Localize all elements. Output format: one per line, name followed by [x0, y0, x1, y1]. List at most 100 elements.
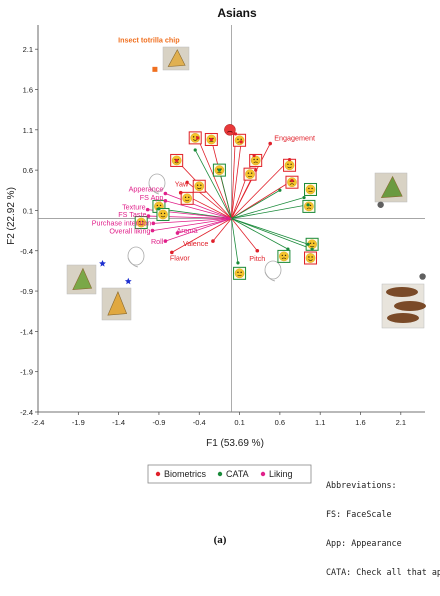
- legend-marker: [155, 471, 161, 477]
- liking-point: [146, 214, 151, 218]
- biometric-point: [239, 140, 243, 144]
- x-tick-label: 2.1: [396, 418, 406, 427]
- cata-vector: [231, 197, 305, 219]
- emoji-face: [245, 169, 255, 179]
- x-tick-label: 1.1: [315, 418, 325, 427]
- emoji-eye: [308, 256, 310, 258]
- emoji-face: [136, 217, 146, 228]
- y-tick-label: -2.4: [20, 408, 33, 417]
- emoji-eye: [284, 254, 287, 257]
- emoji-mouth: [253, 161, 258, 164]
- emoji-face: [287, 177, 297, 188]
- emoji-eye: [311, 256, 313, 258]
- liking-point: [163, 198, 168, 203]
- chip-shape: [394, 301, 426, 311]
- emoji-eye: [237, 271, 239, 274]
- emoji-mouth: [308, 259, 313, 261]
- y-tick-label: -1.9: [20, 368, 33, 377]
- head-jaw: [148, 184, 160, 195]
- head-jaw: [264, 271, 276, 282]
- emoji-eye: [159, 204, 162, 207]
- liking-vector: [152, 218, 232, 231]
- emoji-mouth: [193, 139, 198, 141]
- y-tick-label: -1.4: [20, 327, 33, 336]
- data-points: [99, 66, 426, 285]
- insect-chip-photo: [162, 46, 190, 71]
- liking-label: Overall liking: [109, 227, 150, 236]
- emoji-face-icon: [283, 158, 297, 172]
- biometric-vector: [171, 218, 232, 253]
- x-tick-label: -0.4: [193, 418, 206, 427]
- liking-point: [175, 231, 180, 235]
- emoji-face-icon: [249, 153, 263, 167]
- cata-point: [306, 203, 310, 207]
- biometric-vector: [231, 133, 236, 219]
- legend-label: Biometrics: [164, 469, 207, 479]
- liking-point: [150, 228, 155, 233]
- cata-point: [278, 188, 282, 192]
- emoji-mouth: [289, 183, 295, 185]
- head-pitch-icon: [264, 260, 282, 282]
- emoji-face-icon: [156, 207, 170, 221]
- emoji-eye: [192, 136, 195, 138]
- chip-shape: [107, 291, 128, 316]
- cata-point: [302, 195, 306, 200]
- axes-layer: -2.4 -1.9 -1.4 -0.9 -0.4 0.1 0.6 1.1 1.6 2.1 2.1 1.…: [20, 25, 425, 427]
- emoji-mouth: [287, 166, 292, 169]
- liking-vector: [177, 218, 232, 234]
- emoji-eye: [313, 242, 315, 244]
- emoji-eye: [237, 138, 239, 140]
- biometric-point: [252, 154, 256, 158]
- legend-label: Liking: [269, 469, 293, 479]
- liking-vector: [153, 218, 232, 224]
- legend: Biometrics CATA Liking: [147, 464, 312, 484]
- emoji-face-icon: [302, 199, 316, 213]
- liking-label: Roll: [151, 237, 164, 246]
- angry-emoji-icon: [224, 124, 236, 136]
- liking-label: Apperance: [129, 185, 164, 194]
- biometric-point: [209, 137, 213, 142]
- abbreviation-cata: CATA: Check all that apply: [326, 566, 440, 577]
- emoji-eye: [256, 158, 258, 161]
- cata-point: [157, 207, 161, 211]
- biometric-point: [185, 180, 189, 184]
- liking-point: [145, 207, 150, 212]
- x-tick-label: 0.6: [275, 418, 285, 427]
- x-tick-label: -1.4: [112, 418, 125, 427]
- emoji-eye: [240, 138, 242, 140]
- emoji-face: [234, 135, 245, 146]
- sample-label: Insect totrilla chip: [118, 35, 180, 44]
- biometric-point: [233, 132, 238, 136]
- biometric-vector: [197, 137, 232, 219]
- emoji-face: [190, 133, 201, 143]
- liking-vector: [165, 218, 232, 242]
- emoji-face: [305, 253, 316, 263]
- cata-point: [217, 168, 222, 172]
- emoji-mouth: [160, 215, 166, 218]
- biometric-label: Valence: [183, 239, 208, 248]
- x-tick-label: 1.6: [355, 418, 365, 427]
- emoji-eye: [247, 172, 250, 174]
- tortilla-chip-photo: [101, 287, 132, 321]
- head-jaw: [127, 257, 139, 268]
- head-outline: [264, 260, 282, 280]
- chip-shape: [380, 175, 403, 198]
- y-tick-label: 0.1: [23, 206, 33, 215]
- emoji-eye: [250, 172, 253, 174]
- chip-shape: [167, 49, 186, 67]
- y-tick-label: 1.1: [23, 126, 33, 135]
- head-roll-icon: [127, 246, 145, 268]
- liking-label: Aroma: [176, 226, 197, 235]
- emoji-eye: [184, 196, 187, 199]
- cata-vector: [231, 218, 289, 250]
- biometric-label: Engagement: [274, 134, 315, 143]
- head-yaw-icon: [148, 173, 166, 195]
- y-tick-label: -0.4: [20, 247, 33, 256]
- vector-lines: [147, 133, 313, 263]
- cata-point: [236, 261, 240, 265]
- abbreviation-fs: FS: FaceScale: [326, 508, 392, 519]
- emoji-face: [224, 124, 236, 136]
- emoji-face-icon: [188, 131, 202, 145]
- emoji-eye: [311, 187, 313, 190]
- cata-point: [193, 148, 197, 152]
